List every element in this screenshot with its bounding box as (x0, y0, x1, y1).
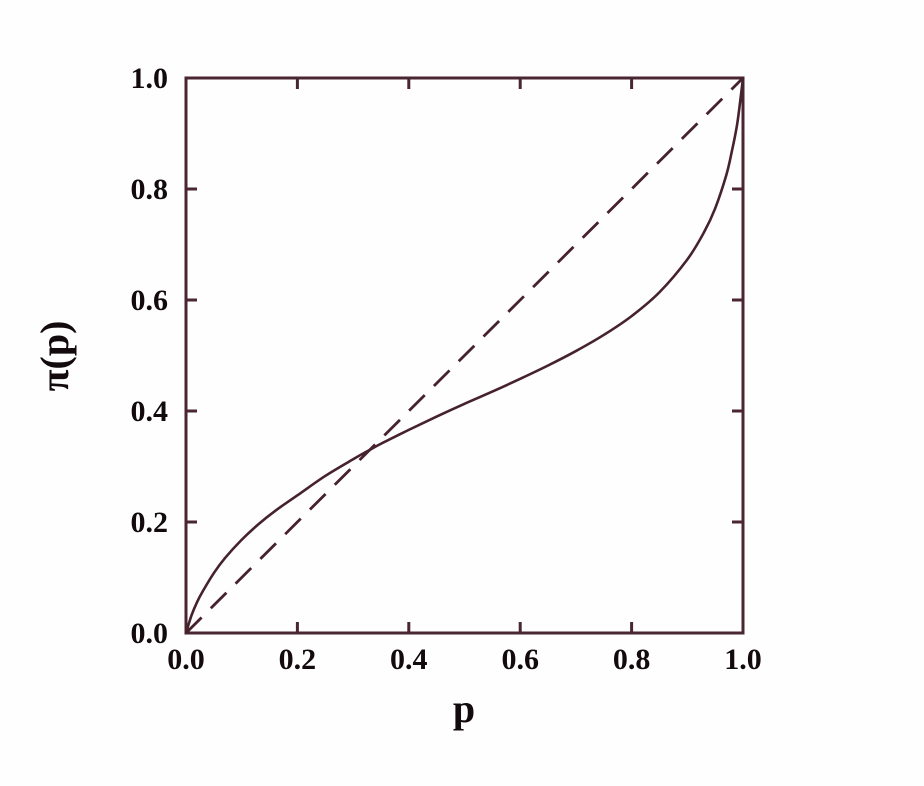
x-tick-label: 0.4 (390, 643, 428, 676)
y-axis-tick-marks (186, 187, 743, 524)
x-tick-label: 0.2 (279, 643, 317, 676)
y-tick-label: 1.0 (131, 62, 169, 95)
x-tick-label: 0.0 (167, 643, 205, 676)
plot-frame-box (184, 76, 745, 635)
data-series-group (184, 76, 745, 635)
y-tick-label: 0.4 (131, 395, 169, 428)
plot-frame (184, 76, 745, 635)
identity-diagonal-line (185, 77, 744, 634)
x-axis-tick-labels: 0.0 0.2 0.4 0.6 0.8 1.0 (167, 643, 762, 676)
y-tick-label: 0.2 (131, 506, 169, 539)
x-tick-label: 1.0 (724, 643, 762, 676)
x-axis-title: p (453, 686, 475, 731)
y-axis-title: π(p) (32, 321, 77, 392)
y-tick-label: 0.8 (131, 173, 169, 206)
x-tick-label: 0.6 (501, 643, 539, 676)
x-tick-label: 0.8 (613, 643, 651, 676)
x-axis-tick-marks (295, 78, 634, 633)
y-axis-tick-labels: 0.0 0.2 0.4 0.6 0.8 1.0 (131, 62, 169, 650)
y-tick-label: 0.0 (131, 617, 169, 650)
weighting-function-curve (184, 76, 745, 635)
y-tick-label: 0.6 (131, 284, 169, 317)
